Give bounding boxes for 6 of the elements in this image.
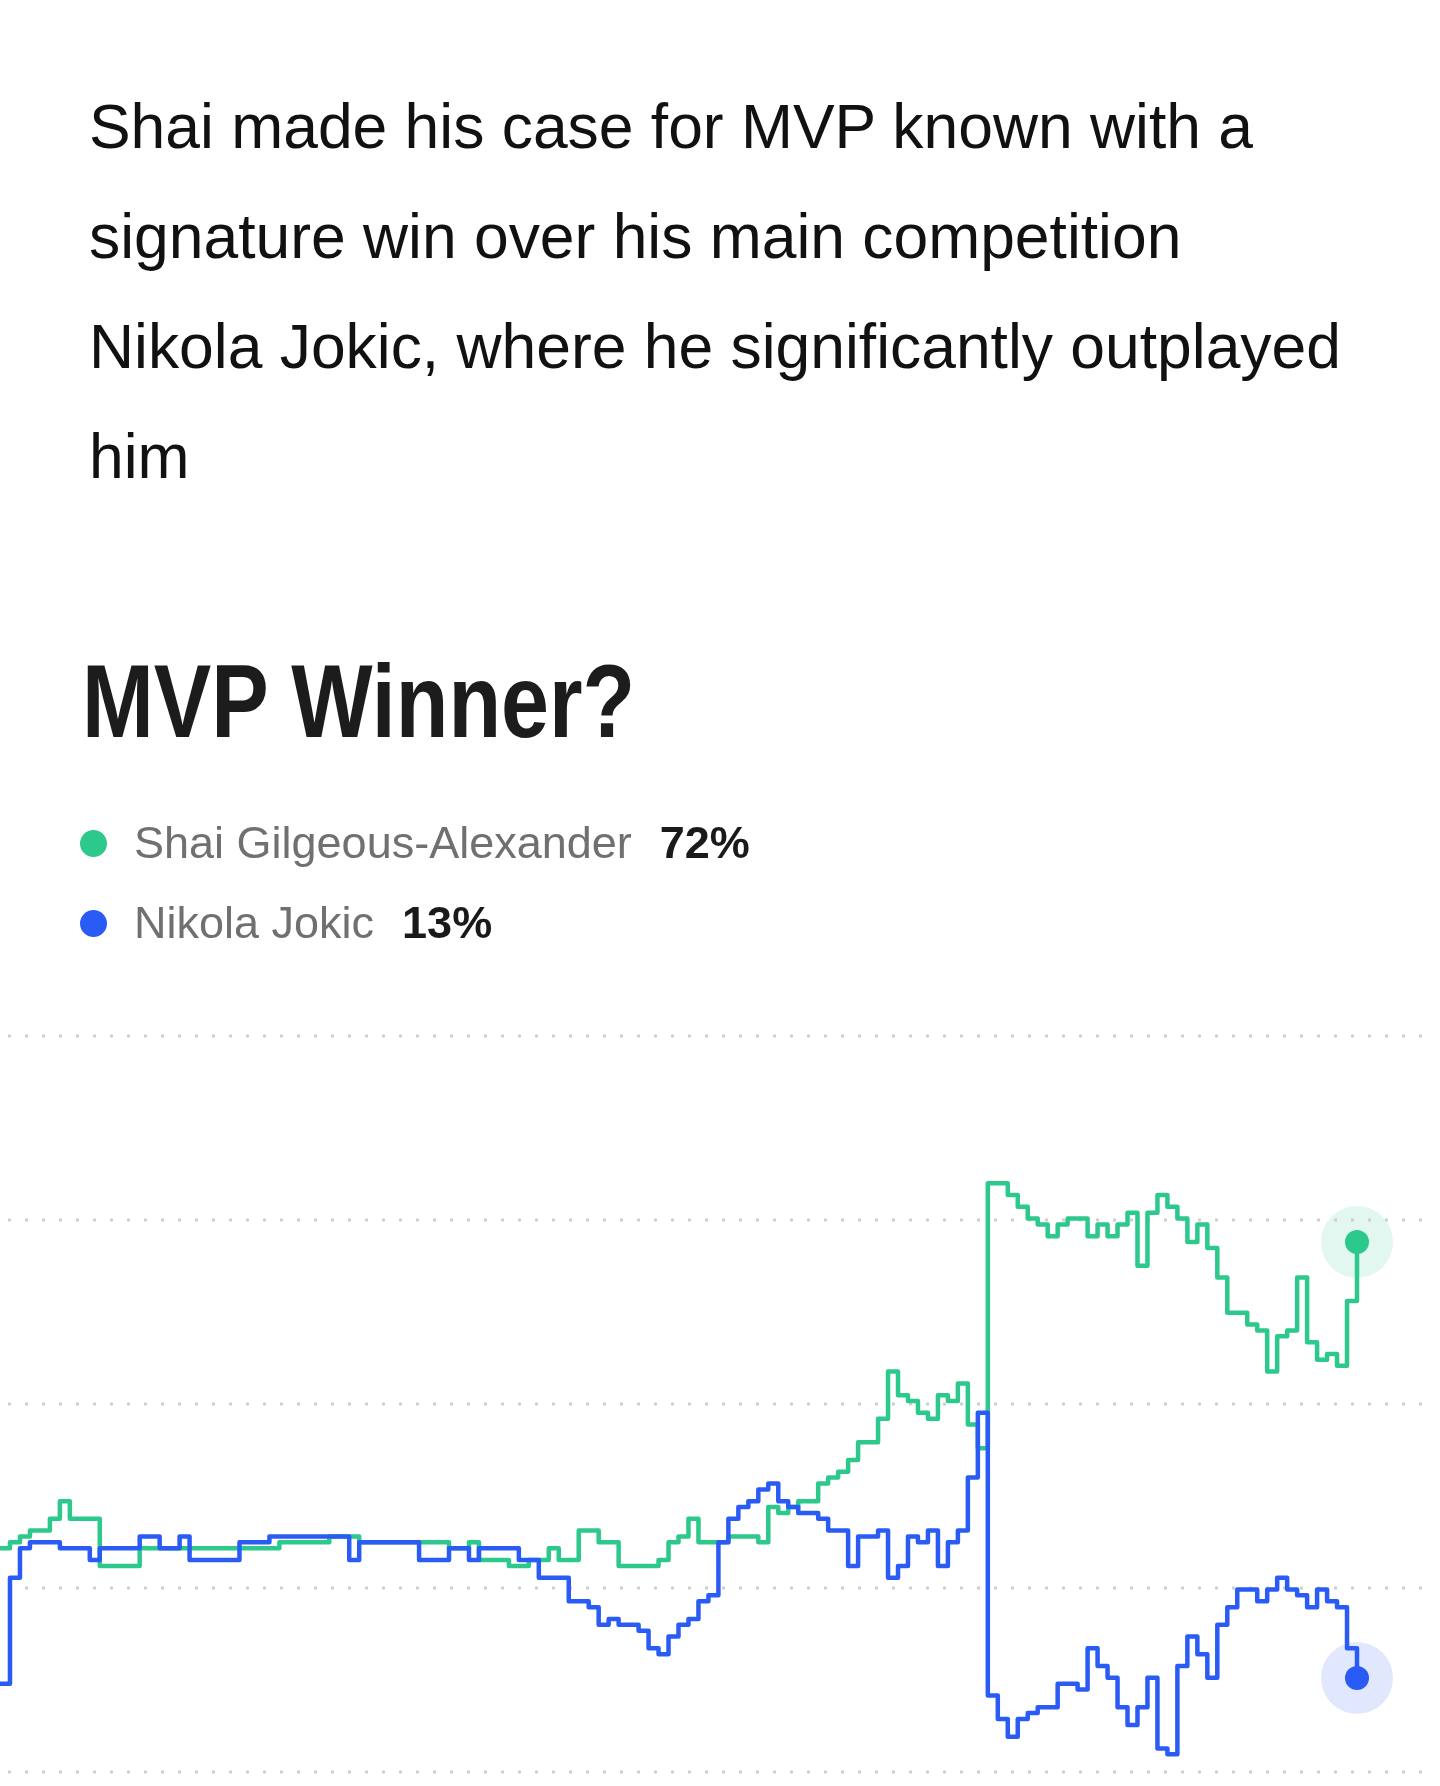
- legend-label: Shai Gilgeous-Alexander: [134, 817, 632, 869]
- text: 72%: [659, 817, 750, 869]
- chart-title: MVP Winner?: [82, 644, 636, 759]
- text: 13%: [402, 897, 493, 949]
- legend-label: Nikola Jokic: [134, 897, 375, 949]
- text: Shai made his case for MVP known with a signature win over his main competition Nikola Jokic, where he significantly outplayed him: [89, 91, 1342, 493]
